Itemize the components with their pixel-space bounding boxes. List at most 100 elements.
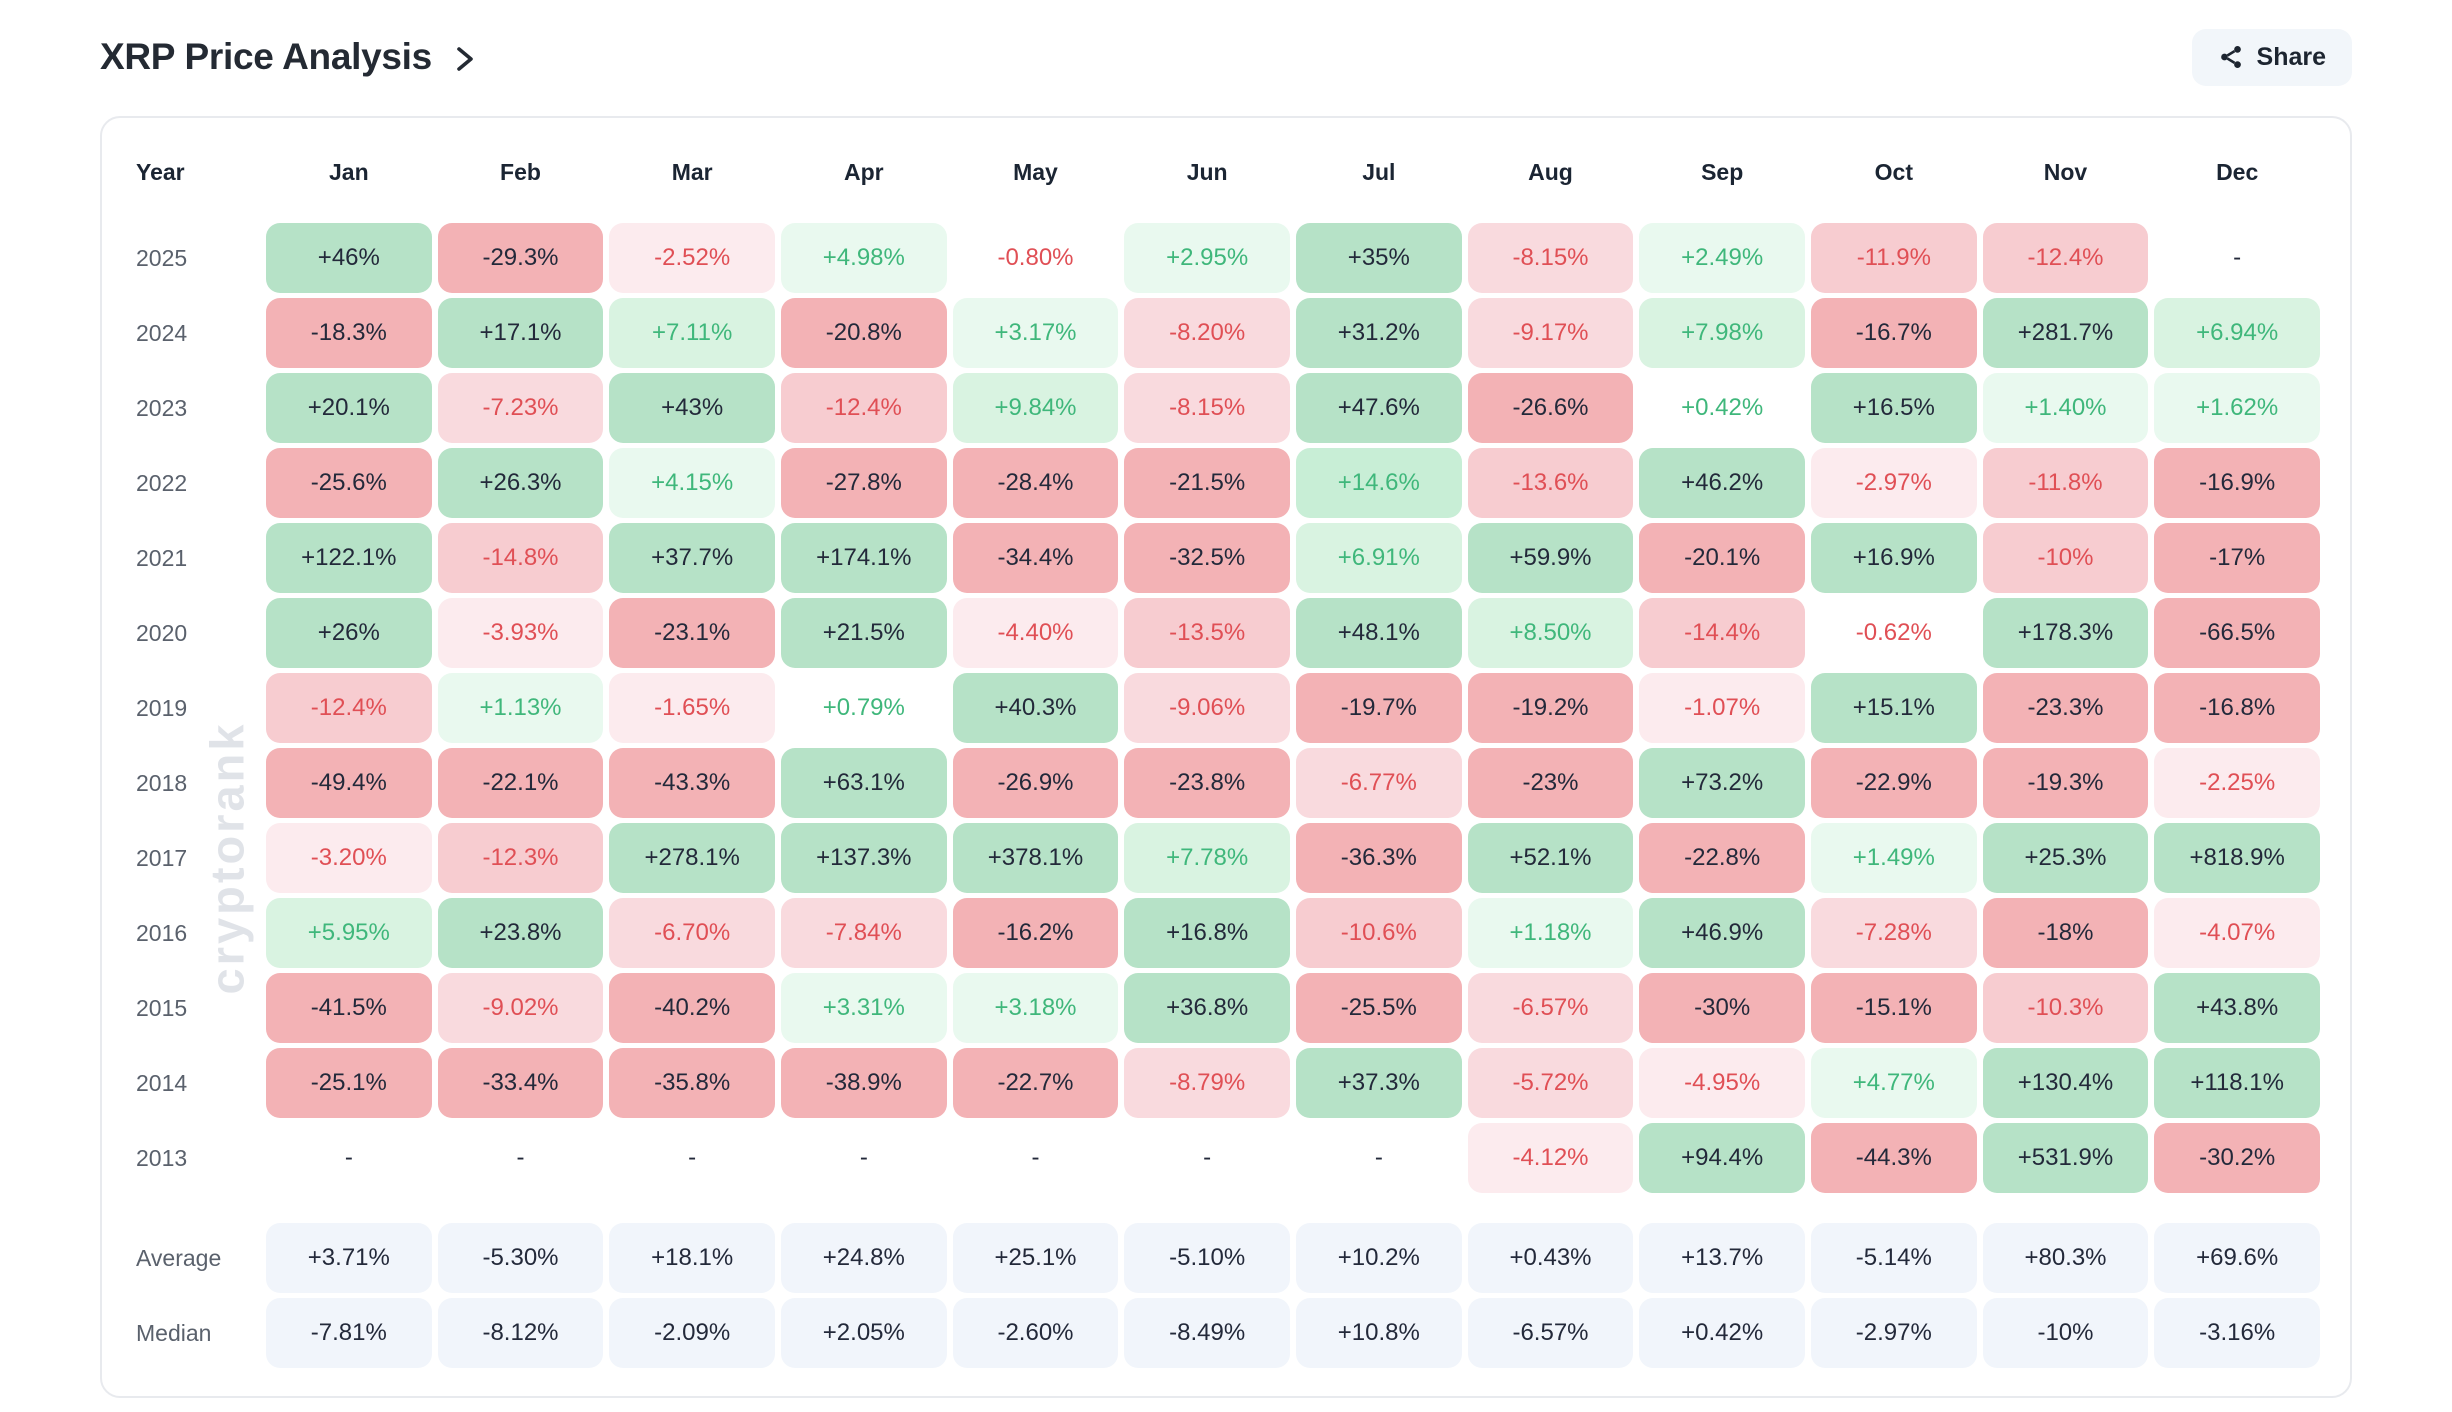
return-cell: +178.3% [1982,598,2149,668]
return-cell: -22.8% [1639,823,1805,893]
return-cell: -22.7% [952,1048,1119,1118]
table-row-2022: 2022 -25.6% +26.3% +4.15% -27.8% -28.4% -21.5%… [132,448,2320,518]
return-cell: -19.7% [1296,673,1462,743]
year-label: 2018 [136,769,188,796]
year-label: 2014 [136,1069,188,1096]
return-cell: -21.5% [1124,448,1290,518]
return-cell: -8.12% [437,1298,604,1368]
return-cell: +3.31% [781,973,947,1043]
return-cell: +16.9% [1811,523,1977,593]
return-cell: -16.2% [952,898,1119,968]
return-cell: -10% [1982,523,2149,593]
year-label: 2019 [136,694,188,721]
return-cell: +2.95% [1124,223,1290,293]
return-cell: +94.4% [1639,1123,1805,1193]
return-cell: -2.52% [609,223,775,293]
return-cell: +818.9% [2154,823,2320,893]
return-cell: -34.4% [952,523,1119,593]
return-cell: - [516,1144,525,1171]
return-cell: +37.7% [609,523,775,593]
return-cell: - [344,1144,353,1171]
return-cell: +23.8% [437,898,604,968]
return-cell: +26% [266,598,432,668]
return-cell: +14.6% [1296,448,1462,518]
return-cell: +378.1% [952,823,1119,893]
return-cell: -38.9% [781,1048,947,1118]
month-header: Sep [1701,158,1744,185]
share-button[interactable]: Share [2191,28,2352,86]
summary-row-average: Average +3.71% -5.30% +18.1% +24.8% +25.1% -5.… [132,1223,2320,1293]
return-cell: +16.8% [1124,898,1290,968]
return-cell: -4.07% [2154,898,2320,968]
return-cell: +118.1% [2154,1048,2320,1118]
return-cell: -28.4% [952,448,1119,518]
return-cell: -9.06% [1124,673,1290,743]
return-cell: -23.1% [609,598,775,668]
return-cell: +0.42% [1681,394,1764,421]
return-cell: -5.30% [437,1223,604,1293]
return-cell: -66.5% [2154,598,2320,668]
return-cell: +4.15% [609,448,775,518]
return-cell: -32.5% [1124,523,1290,593]
table-row-2013: 2013 - - - - - - - -4.12% +94.4% -44.3% +531.9% -30.… [132,1123,2320,1193]
return-cell: -25.6% [266,448,432,518]
return-cell: -16.8% [2154,673,2320,743]
return-cell: -12.4% [781,373,947,443]
return-cell: +3.17% [952,298,1119,368]
return-cell: +1.49% [1811,823,1977,893]
year-label: 2020 [136,619,188,646]
return-cell: +80.3% [1982,1223,2149,1293]
return-cell: -43.3% [609,748,775,818]
return-cell: +7.98% [1639,298,1805,368]
month-header: Mar [671,158,713,185]
return-cell: -33.4% [437,1048,604,1118]
return-cell: -2.97% [1811,448,1977,518]
return-cell: +531.9% [1982,1123,2149,1193]
summary-row-median: Median -7.81% -8.12% -2.09% +2.05% -2.60% -8.4… [132,1298,2320,1368]
return-cell: -7.28% [1811,898,1977,968]
year-label: 2013 [136,1144,188,1171]
return-cell: -14.8% [437,523,604,593]
return-cell: -11.9% [1811,223,1977,293]
return-cell: -30% [1639,973,1805,1043]
year-label: 2025 [136,244,188,271]
return-cell: -10% [1982,1298,2149,1368]
return-cell: -1.07% [1639,673,1805,743]
page-title-link[interactable]: XRP Price Analysis [100,36,478,78]
return-cell: +1.62% [2154,373,2320,443]
return-cell: -23% [1467,748,1634,818]
return-cell: +36.8% [1124,973,1290,1043]
return-cell: -25.1% [266,1048,432,1118]
summary-label: Median [136,1319,212,1346]
return-cell: -36.3% [1296,823,1462,893]
return-cell: +8.50% [1467,598,1634,668]
return-cell: +69.6% [2154,1223,2320,1293]
return-cell: -44.3% [1811,1123,1977,1193]
return-cell: +13.7% [1639,1223,1805,1293]
return-cell: -17% [2154,523,2320,593]
return-cell: -22.1% [437,748,604,818]
return-cell: -5.72% [1467,1048,1634,1118]
share-label: Share [2256,42,2326,71]
month-header: May [1013,158,1058,185]
return-cell: -18% [1982,898,2149,968]
return-cell: +0.43% [1467,1223,1634,1293]
return-cell: +46.2% [1639,448,1805,518]
return-cell: -20.1% [1639,523,1805,593]
return-cell: -8.20% [1124,298,1290,368]
return-cell: -6.57% [1467,1298,1634,1368]
year-label: 2022 [136,469,188,496]
return-cell: +278.1% [609,823,775,893]
page-title: XRP Price Analysis [100,36,432,77]
return-cell: -25.5% [1296,973,1462,1043]
return-cell: +1.40% [1982,373,2149,443]
return-cell: -30.2% [2154,1123,2320,1193]
table-row-2014: 2014 -25.1% -33.4% -35.8% -38.9% -22.7% -8.79%… [132,1048,2320,1118]
return-cell: +3.18% [952,973,1119,1043]
return-cell: +281.7% [1982,298,2149,368]
return-cell: +24.8% [781,1223,947,1293]
table-row-2015: 2015 -41.5% -9.02% -40.2% +3.31% +3.18% +36.8%… [132,973,2320,1043]
return-cell: +48.1% [1296,598,1462,668]
year-header: Year [136,158,185,185]
return-cell: -4.12% [1467,1123,1634,1193]
